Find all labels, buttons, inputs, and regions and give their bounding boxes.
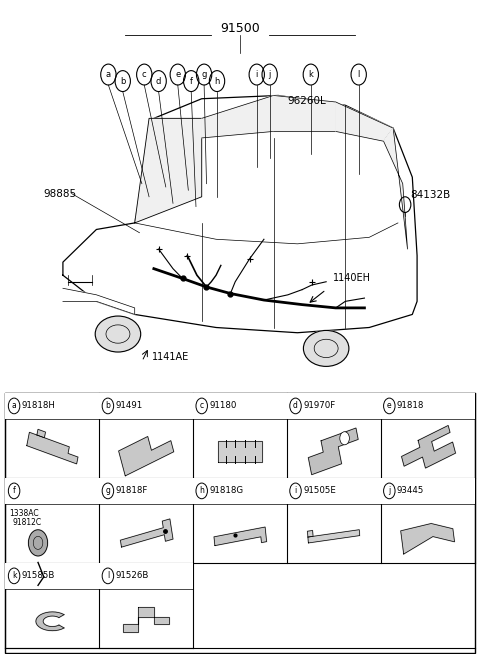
Text: 91970F: 91970F [303, 402, 336, 411]
Text: 98885: 98885 [44, 189, 77, 198]
Text: 1338AC: 1338AC [9, 509, 39, 518]
Text: 91500: 91500 [220, 22, 260, 35]
Bar [99, 478, 193, 504]
Polygon shape [120, 519, 173, 547]
Polygon shape [274, 96, 336, 132]
Polygon shape [308, 530, 360, 543]
Polygon shape [119, 436, 174, 476]
Polygon shape [336, 102, 393, 141]
Text: c: c [200, 402, 204, 411]
Text: 1140EH: 1140EH [333, 274, 372, 284]
Polygon shape [384, 128, 408, 249]
Text: 96260L: 96260L [288, 96, 326, 105]
Polygon shape [214, 527, 266, 546]
Text: f: f [190, 77, 192, 86]
Text: e: e [175, 70, 180, 79]
Polygon shape [308, 428, 358, 475]
Text: a: a [106, 70, 111, 79]
Polygon shape [402, 426, 456, 468]
Text: g: g [202, 70, 207, 79]
Text: e: e [387, 402, 392, 411]
Text: 91491: 91491 [116, 402, 143, 411]
Bar [5, 393, 475, 653]
Text: d: d [156, 77, 161, 86]
Bar [193, 478, 287, 504]
Polygon shape [135, 119, 202, 223]
Text: d: d [293, 402, 298, 411]
Text: 91812C: 91812C [12, 518, 41, 527]
Bar [287, 478, 381, 504]
Polygon shape [202, 96, 274, 138]
Text: l: l [107, 571, 109, 580]
Text: 84132B: 84132B [410, 190, 450, 200]
Text: c: c [142, 70, 146, 79]
Circle shape [340, 432, 349, 445]
Polygon shape [36, 612, 64, 631]
Text: f: f [13, 487, 15, 495]
Text: h: h [199, 487, 204, 495]
Text: a: a [12, 402, 16, 411]
Text: i: i [294, 487, 297, 495]
Bar [381, 478, 475, 504]
Bar [99, 563, 193, 589]
Text: k: k [12, 571, 16, 580]
Polygon shape [37, 429, 46, 438]
Circle shape [28, 530, 48, 556]
Polygon shape [308, 531, 313, 537]
Bar [381, 393, 475, 419]
Text: i: i [255, 70, 258, 79]
Polygon shape [123, 607, 169, 631]
Text: 91818: 91818 [397, 402, 424, 411]
Polygon shape [63, 288, 135, 314]
Ellipse shape [95, 316, 141, 352]
Ellipse shape [303, 330, 349, 366]
Text: k: k [308, 70, 313, 79]
Polygon shape [218, 441, 262, 462]
Polygon shape [401, 523, 455, 554]
Bar [287, 393, 381, 419]
Text: j: j [268, 70, 271, 79]
Polygon shape [63, 96, 417, 333]
Polygon shape [27, 432, 78, 464]
Text: 93445: 93445 [397, 487, 424, 495]
Text: 91818H: 91818H [22, 402, 56, 411]
Bar [193, 393, 287, 419]
Bar [5, 478, 99, 504]
Text: 1141AE: 1141AE [152, 352, 189, 362]
Text: g: g [106, 487, 110, 495]
Text: 91585B: 91585B [22, 571, 55, 580]
Text: 91505E: 91505E [303, 487, 336, 495]
Text: j: j [388, 487, 390, 495]
Text: 91818F: 91818F [116, 487, 148, 495]
Text: b: b [120, 77, 125, 86]
Text: 91818G: 91818G [209, 487, 243, 495]
Text: l: l [358, 70, 360, 79]
Bar [5, 563, 99, 589]
Text: h: h [215, 77, 220, 86]
Text: 91526B: 91526B [116, 571, 149, 580]
Text: b: b [106, 402, 110, 411]
Text: 91180: 91180 [209, 402, 237, 411]
Bar [5, 393, 99, 419]
Bar [99, 393, 193, 419]
